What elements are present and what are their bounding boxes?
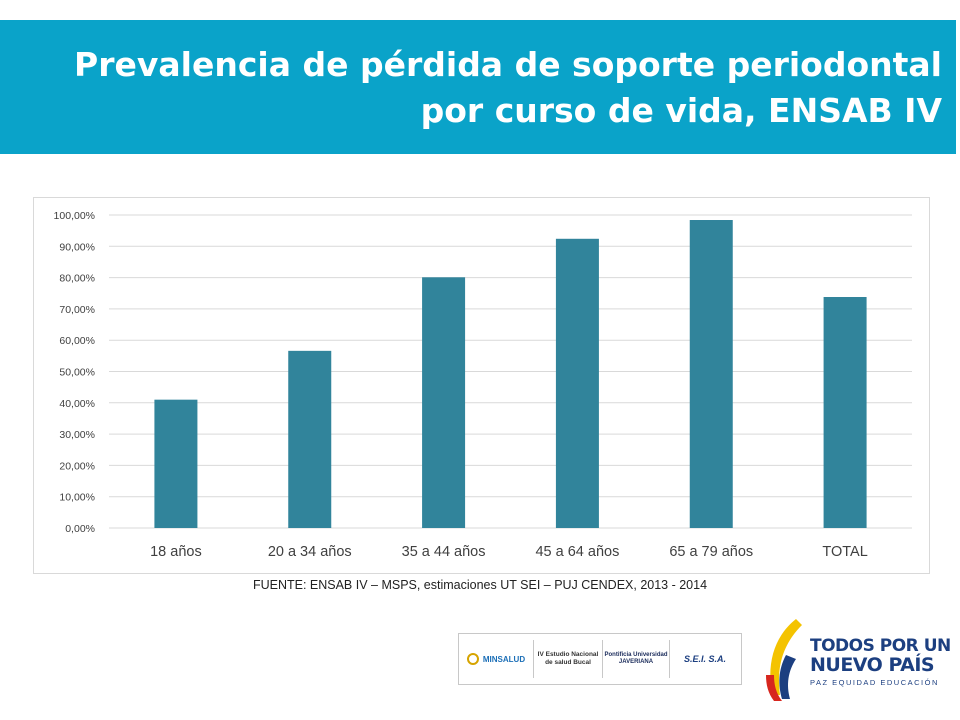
title-line-2: por curso de vida, ENSAB IV (420, 91, 942, 130)
x-tick-label: 35 a 44 años (402, 544, 486, 560)
brand-line-2: NUEVO PAÍS (810, 654, 935, 676)
y-tick-label: 60,00% (59, 335, 95, 347)
sei-label: S.E.I. S.A. (683, 654, 726, 664)
y-tick-label: 70,00% (59, 304, 95, 316)
partner-logos: MINSALUD IV Estudio Nacional de salud Bu… (458, 633, 742, 685)
x-tick-label: 65 a 79 años (669, 544, 753, 560)
minsalud-logo: MINSALUD (459, 640, 534, 678)
y-tick-label: 30,00% (59, 429, 95, 441)
x-tick-label: 18 años (150, 544, 202, 560)
ensab-label: IV Estudio Nacional de salud Bucal (537, 651, 599, 666)
minsalud-label: MINSALUD (482, 654, 526, 664)
title-banner: Prevalencia de pérdida de soporte period… (0, 20, 956, 154)
javeriana-logo: Pontificia Universidad JAVERIANA (603, 640, 670, 678)
bar-chart: 0,00% 10,00% 20,00% 30,00% 40,00% 50,00% 60,00… (54, 210, 912, 560)
bar (555, 238, 599, 528)
source-note: FUENTE: ENSAB IV – MSPS, estimaciones UT… (252, 578, 708, 592)
bar (422, 277, 466, 528)
brand-line-1: TODOS POR UN (810, 636, 951, 656)
x-tick-label: TOTAL (822, 544, 867, 560)
seal-icon (466, 653, 479, 665)
sei-logo: S.E.I. S.A. (670, 640, 740, 678)
bar (823, 297, 867, 528)
x-tick-label: 20 a 34 años (268, 544, 352, 560)
y-tick-label: 40,00% (59, 398, 95, 410)
y-tick-label: 90,00% (59, 241, 95, 253)
title-line-1: Prevalencia de pérdida de soporte period… (74, 45, 942, 84)
government-brand: TODOS POR UN NUEVO PAÍS PAZ EQUIDAD EDUC… (756, 615, 952, 705)
page-title: Prevalencia de pérdida de soporte period… (42, 42, 942, 134)
y-tick-label: 50,00% (59, 367, 95, 379)
x-tick-label: 45 a 64 años (535, 544, 619, 560)
javeriana-label: Pontificia Universidad JAVERIANA (604, 652, 668, 665)
brand-line-3: PAZ EQUIDAD EDUCACIÓN (810, 678, 939, 687)
y-tick-label: 80,00% (59, 273, 95, 285)
colombia-flag-icon (766, 619, 802, 701)
bar (689, 220, 733, 528)
y-tick-label: 20,00% (59, 460, 95, 472)
y-tick-label: 10,00% (59, 492, 95, 504)
ensab-logo: IV Estudio Nacional de salud Bucal (534, 640, 603, 678)
chart-area: 0,00% 10,00% 20,00% 30,00% 40,00% 50,00% 60,00… (33, 197, 930, 574)
y-tick-label: 0,00% (65, 523, 95, 535)
y-tick-label: 100,00% (54, 210, 95, 222)
bar (154, 399, 198, 528)
bar (288, 350, 332, 528)
